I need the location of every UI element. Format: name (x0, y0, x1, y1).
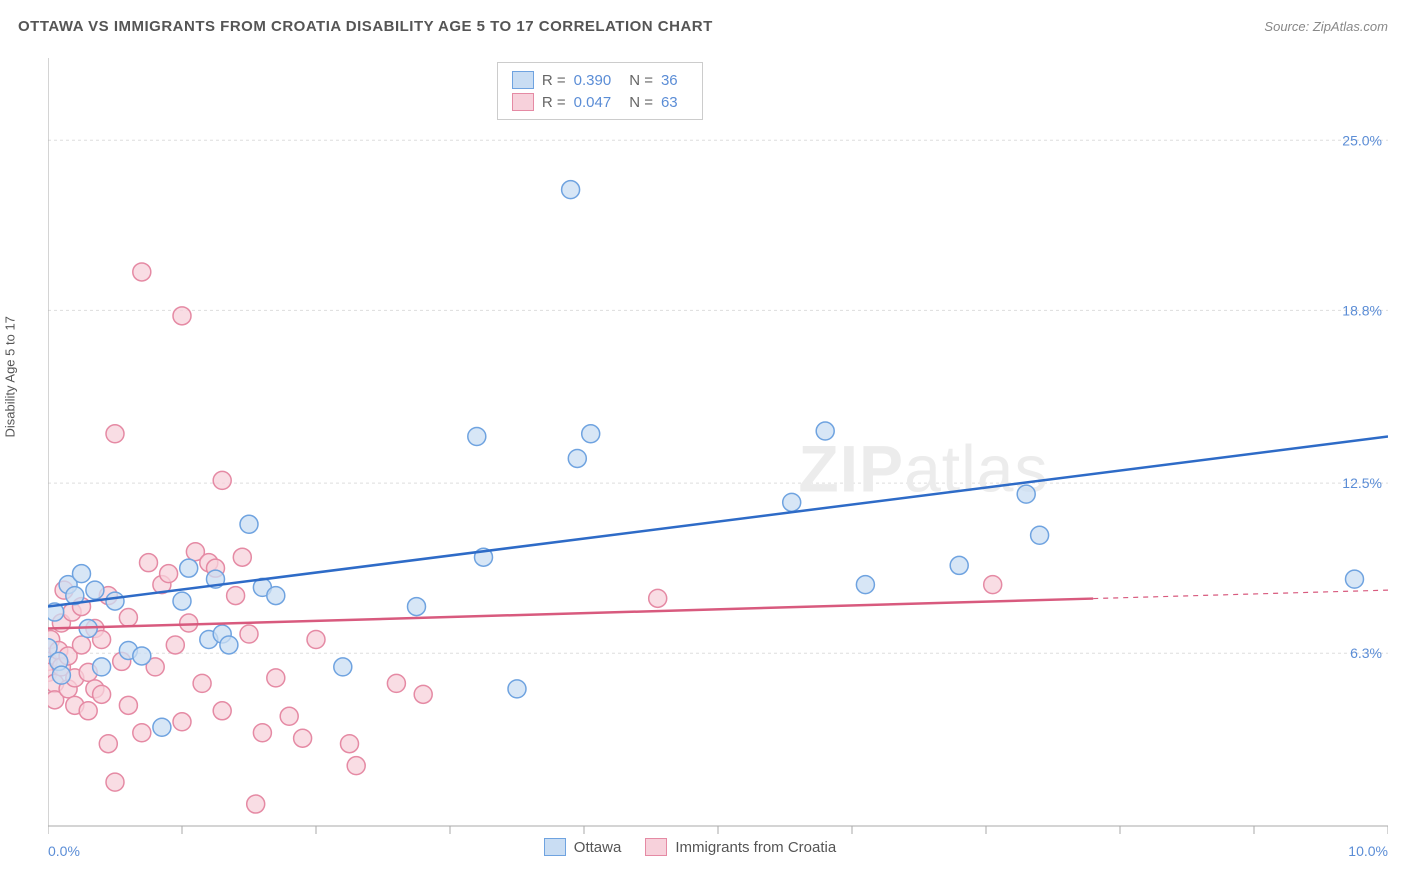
svg-text:25.0%: 25.0% (1342, 132, 1382, 148)
legend-swatch (512, 93, 534, 111)
legend-n-value: 36 (661, 72, 678, 89)
series-legend-label: Immigrants from Croatia (675, 839, 836, 856)
source-name: ZipAtlas.com (1313, 19, 1388, 34)
series-legend: Ottawa Immigrants from Croatia (544, 838, 836, 856)
svg-text:18.8%: 18.8% (1342, 302, 1382, 318)
legend-swatch (512, 71, 534, 89)
legend-swatch (645, 838, 667, 856)
legend-row: R = 0.047 N = 63 (512, 91, 688, 113)
y-axis-label: Disability Age 5 to 17 (3, 316, 18, 437)
svg-text:12.5%: 12.5% (1342, 475, 1382, 491)
legend-r-value: 0.047 (574, 94, 612, 111)
chart-container: OTTAWA VS IMMIGRANTS FROM CROATIA DISABI… (0, 0, 1406, 892)
series-legend-item: Ottawa (544, 838, 622, 856)
legend-r-value: 0.390 (574, 72, 612, 89)
legend-swatch (544, 838, 566, 856)
chart-title: OTTAWA VS IMMIGRANTS FROM CROATIA DISABI… (18, 18, 713, 35)
series-legend-label: Ottawa (574, 839, 622, 856)
source-label: Source: (1264, 19, 1309, 34)
legend-r-label: R = (542, 94, 566, 111)
legend-n-value: 63 (661, 94, 678, 111)
legend-row: R = 0.390 N = 36 (512, 69, 688, 91)
source-attribution: Source: ZipAtlas.com (1264, 19, 1388, 34)
legend-n-label: N = (629, 72, 653, 89)
svg-text:6.3%: 6.3% (1350, 645, 1382, 661)
svg-text:0.0%: 0.0% (48, 843, 80, 859)
chart-header: OTTAWA VS IMMIGRANTS FROM CROATIA DISABI… (18, 18, 1388, 35)
series-legend-item: Immigrants from Croatia (645, 838, 836, 856)
legend-n-label: N = (629, 94, 653, 111)
correlation-legend: R = 0.390 N = 36 R = 0.047 N = 63 (497, 62, 703, 120)
svg-text:10.0%: 10.0% (1348, 843, 1388, 859)
legend-r-label: R = (542, 72, 566, 89)
plot-area: 6.3%12.5%18.8%25.0%ZIPatlas0.0%10.0% R =… (48, 58, 1388, 826)
scatter-chart-svg: 6.3%12.5%18.8%25.0%ZIPatlas0.0%10.0% (48, 58, 1388, 866)
